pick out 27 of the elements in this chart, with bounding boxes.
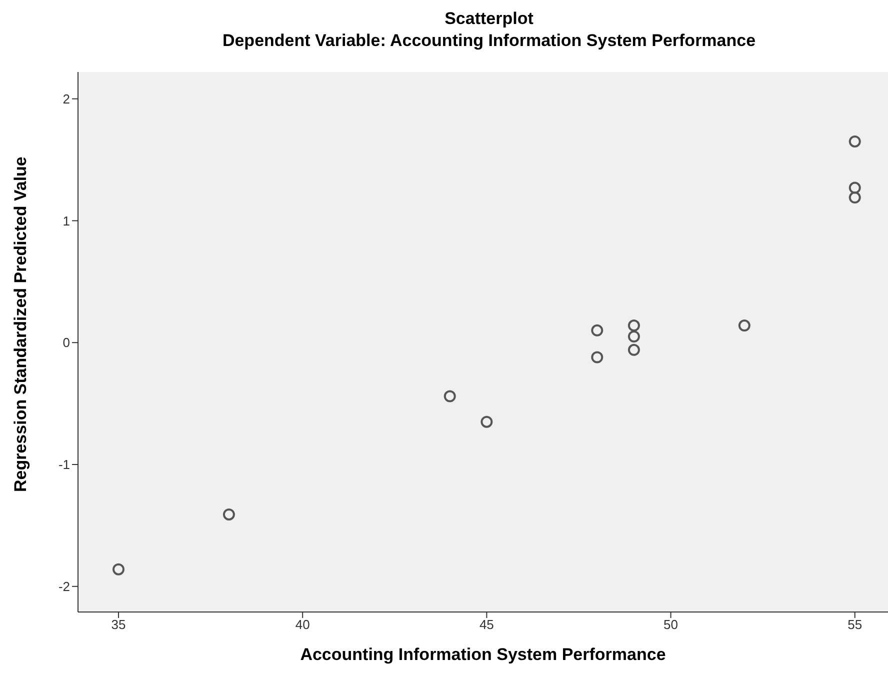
point [848,192,861,204]
point [848,182,861,194]
x-tick-label: 50 [664,617,678,632]
point [628,330,640,343]
x-tick-label: 45 [479,617,494,632]
y-tick-label: 1 [62,213,70,228]
chart-subtitle: Dependent Variable: Accounting Information System Performance [221,30,757,52]
y-axis-title: Regression Standardized Predicted Value [11,156,30,492]
point [848,135,861,148]
point [222,508,235,520]
point [628,344,640,356]
point [591,351,604,364]
x-tick-label: 55 [848,617,862,632]
point [112,563,124,576]
point [591,324,604,336]
y-tick-label: -1 [58,457,70,472]
x-axis-title: Accounting Information System Performance [300,645,666,664]
y-tick-label: 0 [62,335,70,350]
x-tick-label: 35 [111,617,126,632]
point [444,390,456,402]
point [480,416,493,428]
point [628,320,640,332]
chart-title: Scatterplot [444,8,534,30]
y-tick-label: -2 [58,579,70,594]
x-tick-label: 40 [295,617,310,632]
point [738,320,750,332]
y-tick-label: 2 [62,91,70,106]
